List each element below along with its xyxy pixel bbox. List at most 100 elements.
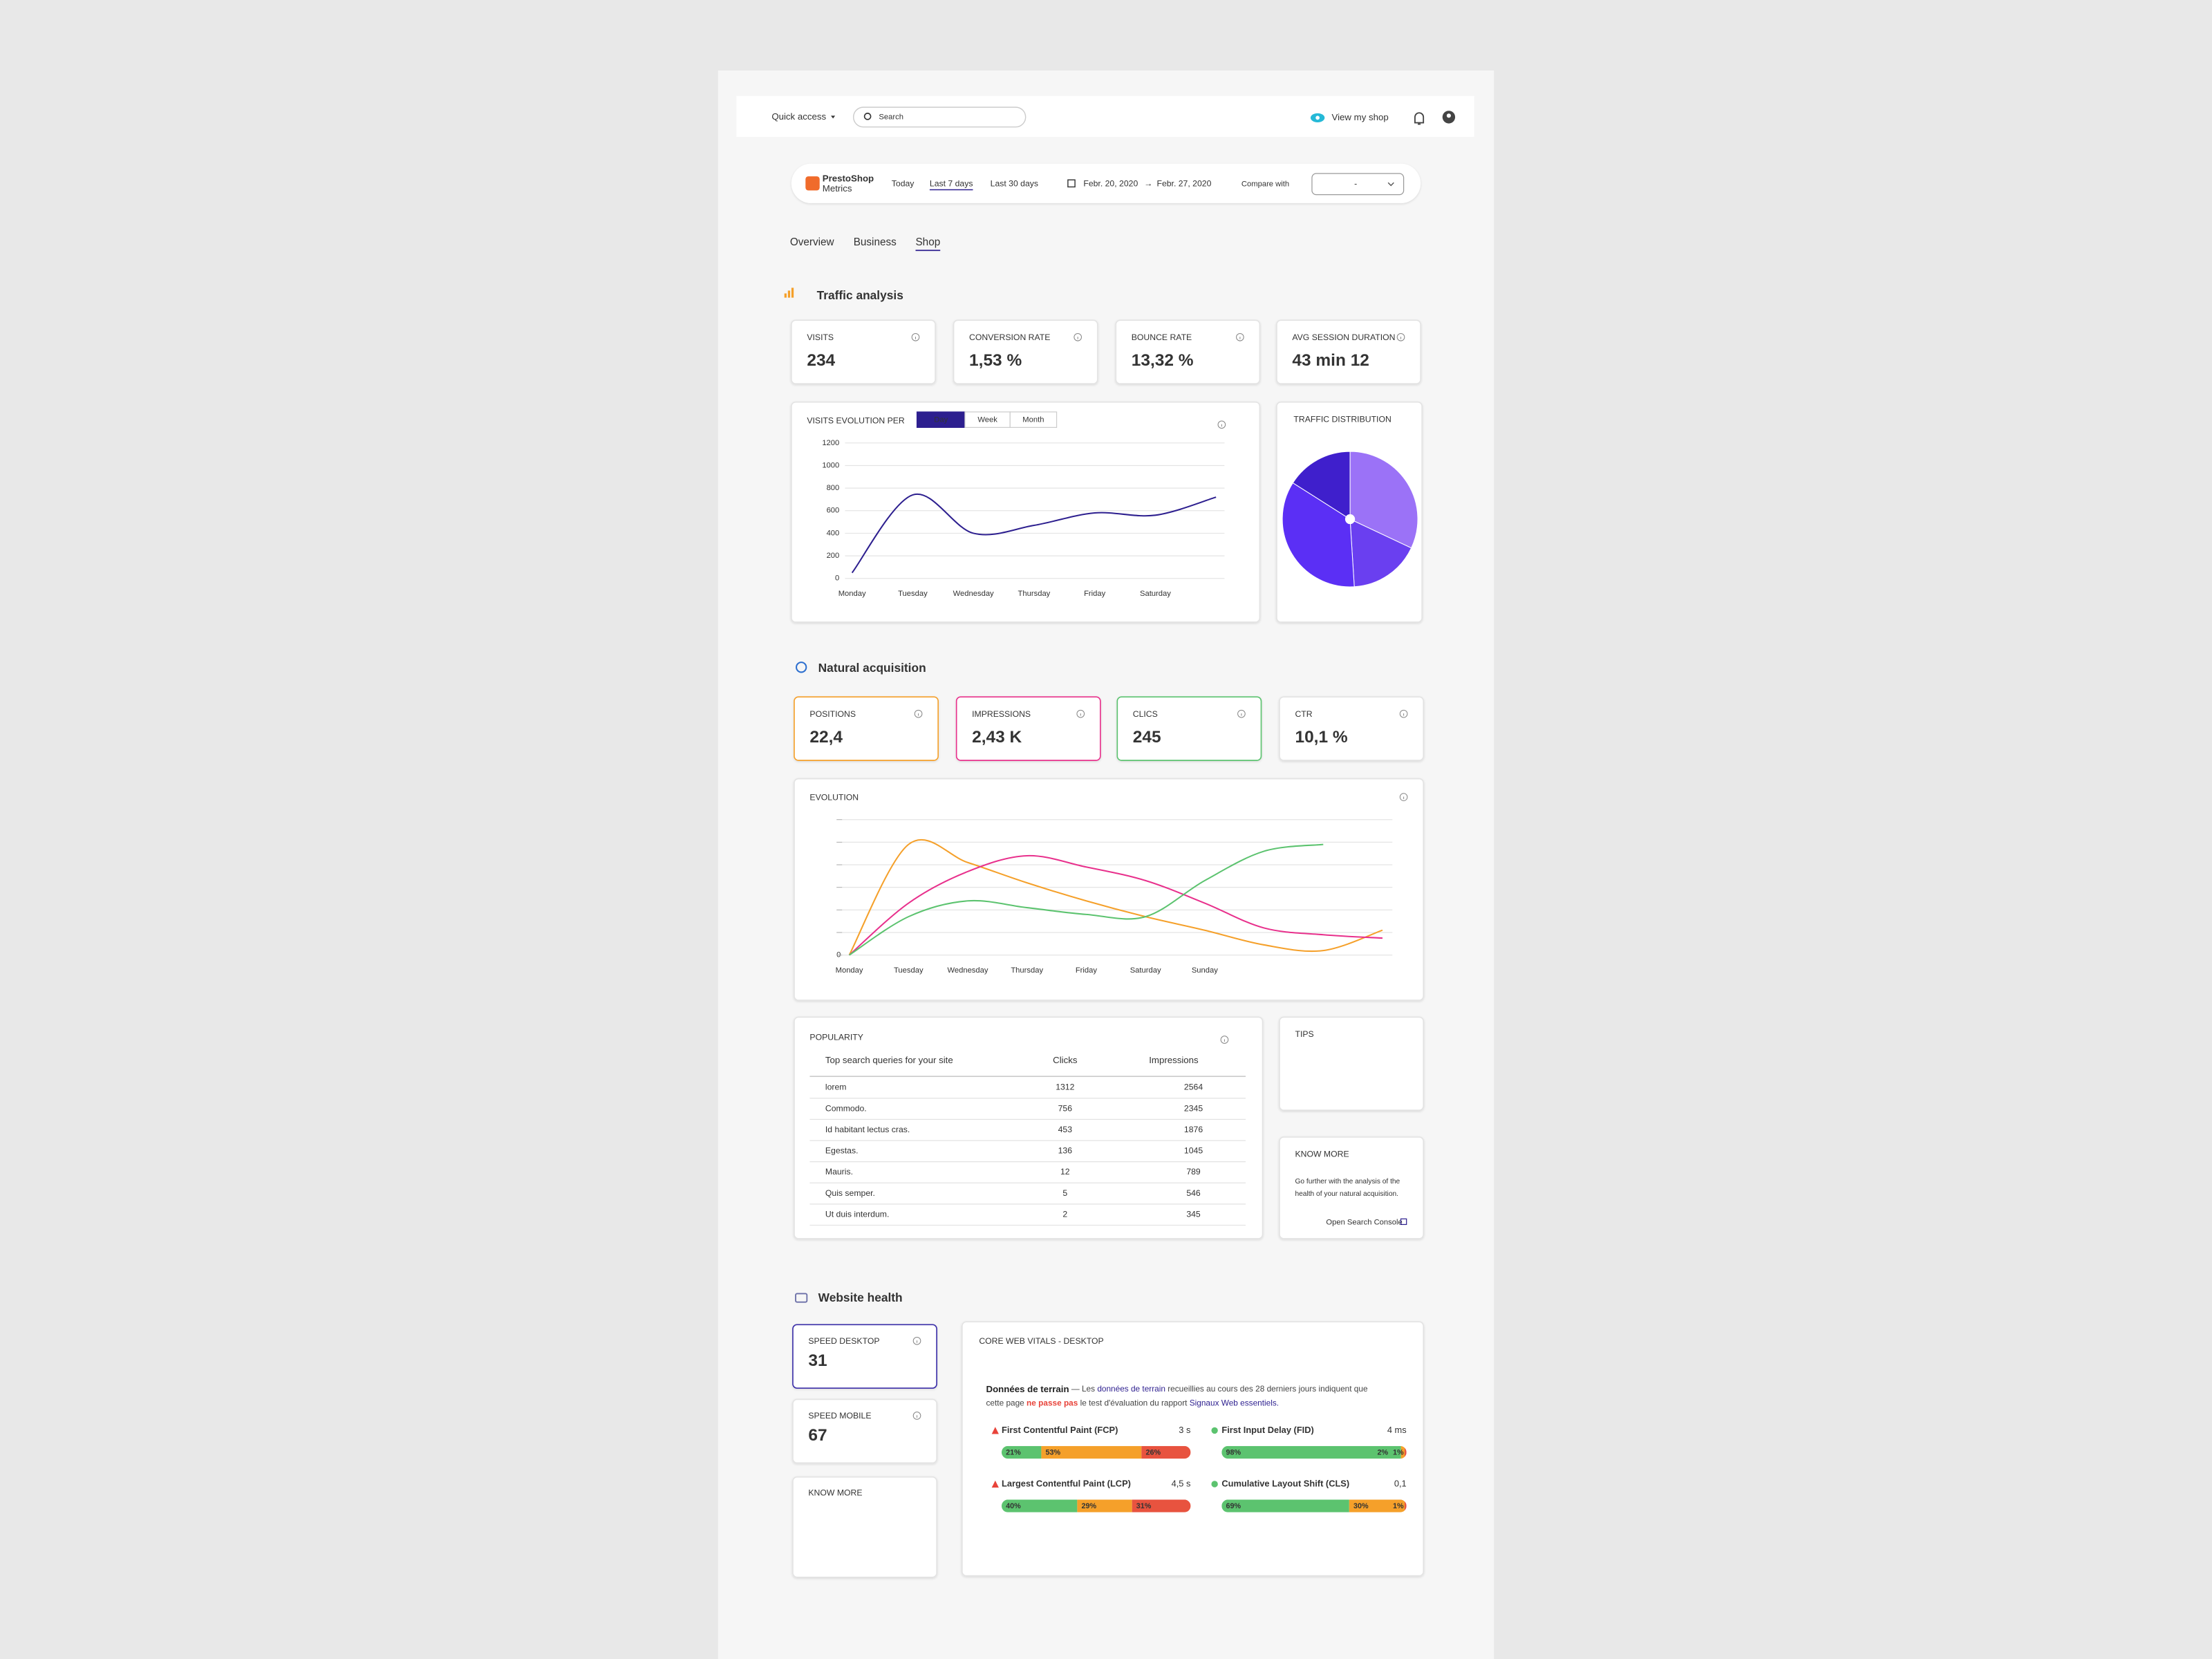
evolution-line [849, 843, 1324, 956]
info-icon[interactable] [1220, 1035, 1229, 1044]
tab[interactable]: Overview [790, 236, 835, 248]
logo-text: PrestoShop [823, 174, 874, 184]
status-icon [1211, 1481, 1218, 1488]
info-icon[interactable] [912, 1412, 921, 1420]
filter-bar [791, 163, 1421, 203]
period-option[interactable]: Last 30 days [991, 179, 1038, 189]
bar-label: 1% [1393, 1502, 1404, 1510]
kpi-card [1276, 319, 1421, 384]
tab[interactable]: Shop [915, 236, 940, 248]
bar-label: 2% [1378, 1448, 1389, 1456]
tab[interactable]: Business [854, 236, 897, 248]
table-cell: Mauris. [825, 1167, 853, 1177]
search-box[interactable] [852, 106, 1027, 128]
table-cell: Egestas. [825, 1146, 859, 1156]
toggle-button[interactable] [1009, 411, 1058, 428]
info-icon[interactable] [911, 332, 920, 341]
section-icon [796, 662, 807, 673]
kpi-label: SPEED MOBILE [808, 1411, 871, 1421]
table-cell: 2564 [1184, 1082, 1203, 1092]
period-option[interactable]: Last 7 days [930, 179, 973, 189]
section-icon [787, 290, 791, 298]
card [1279, 1016, 1424, 1111]
table-cell: 546 [1186, 1188, 1201, 1198]
chart-title: EVOLUTION [809, 792, 859, 802]
table-cell: lorem [825, 1082, 847, 1092]
info-circle [1220, 1035, 1229, 1044]
info-icon[interactable] [912, 1336, 921, 1345]
bar-segment [1221, 1499, 1349, 1512]
x-tick-label: Friday [1076, 966, 1098, 975]
evolution-line [848, 854, 1383, 956]
bar-segment [1132, 1499, 1191, 1512]
kpi-label: BOUNCE RATE [1132, 332, 1192, 342]
status-icon [991, 1427, 999, 1434]
info-icon[interactable] [1076, 709, 1085, 718]
bar-segment [1405, 1499, 1407, 1512]
toggle-label: Day [934, 416, 948, 424]
card-text: Go further with the analysis of the [1295, 1178, 1400, 1185]
table-cell: Quis semper. [825, 1188, 875, 1198]
metric-value: 0,1 [1394, 1478, 1407, 1488]
date-from[interactable]: Febr. 20, 2020 [1083, 179, 1138, 189]
status-icon [1211, 1427, 1218, 1434]
info-circle [911, 332, 920, 341]
quick-access[interactable]: Quick access [771, 111, 826, 122]
x-tick-label: Thursday [1011, 966, 1043, 975]
info-icon[interactable] [914, 709, 923, 718]
kpi-value: 67 [808, 1426, 827, 1445]
speed-card [792, 1398, 937, 1464]
pie-slice [1292, 451, 1351, 520]
date-to[interactable]: Febr. 27, 2020 [1156, 179, 1211, 189]
bar-segment [1001, 1445, 1042, 1459]
kpi-card [1116, 696, 1262, 761]
bar-segment [1041, 1445, 1142, 1459]
external-link[interactable]: Open Search Console [1326, 1218, 1402, 1226]
x-tick-label: Saturday [1130, 966, 1161, 975]
card-text: health of your natural acquisition. [1295, 1190, 1398, 1198]
bar-label: 98% [1226, 1448, 1241, 1456]
x-tick-label: Friday [1084, 590, 1106, 598]
info-circle [1236, 332, 1244, 341]
external-icon [1400, 1218, 1407, 1226]
kpi-card [794, 696, 939, 761]
info-icon[interactable] [1399, 793, 1408, 801]
bell-icon[interactable] [1414, 112, 1425, 125]
table-cell: Commodo. [825, 1103, 867, 1113]
table-cell: 756 [1058, 1103, 1073, 1113]
info-circle [1237, 709, 1246, 718]
kpi-label: AVG SESSION DURATION [1292, 332, 1395, 342]
metric-name: Largest Contentful Paint (LCP) [1002, 1478, 1131, 1488]
intro-segment: cette page [986, 1398, 1027, 1408]
x-tick-label: Monday [838, 590, 866, 598]
info-icon[interactable] [1217, 420, 1226, 429]
section-title: Website health [818, 1291, 903, 1304]
view-shop-link[interactable]: View my shop [1332, 112, 1389, 122]
pie-slice [1282, 482, 1355, 588]
info-icon[interactable] [1396, 332, 1405, 341]
compare-select[interactable] [1311, 173, 1405, 196]
info-icon[interactable] [1074, 332, 1082, 341]
search-placeholder: Search [879, 113, 903, 121]
info-circle [1217, 420, 1226, 429]
intro-segment: Signaux Web essentiels. [1190, 1398, 1279, 1408]
card [794, 778, 1424, 1001]
search-icon [863, 113, 872, 120]
y-tick-label: 0 [835, 574, 839, 583]
y-tick-label: 200 [827, 552, 840, 560]
chart-title: TRAFFIC DISTRIBUTION [1293, 414, 1391, 424]
info-icon[interactable] [1399, 709, 1408, 718]
period-option[interactable]: Today [892, 179, 915, 189]
x-tick-label: Tuesday [894, 966, 924, 975]
y-tick-label: 800 [827, 484, 840, 492]
bar-label: 21% [1006, 1448, 1021, 1456]
section-icon [784, 293, 787, 298]
table-cell: Ut duis interdum. [825, 1209, 889, 1219]
kpi-card [953, 319, 1098, 384]
toggle-label: Month [1022, 416, 1044, 424]
table-header: Impressions [1149, 1055, 1199, 1065]
pie-slice [1349, 518, 1412, 588]
info-icon[interactable] [1237, 709, 1246, 718]
table-header: Top search queries for your site [825, 1055, 953, 1065]
info-icon[interactable] [1236, 332, 1244, 341]
